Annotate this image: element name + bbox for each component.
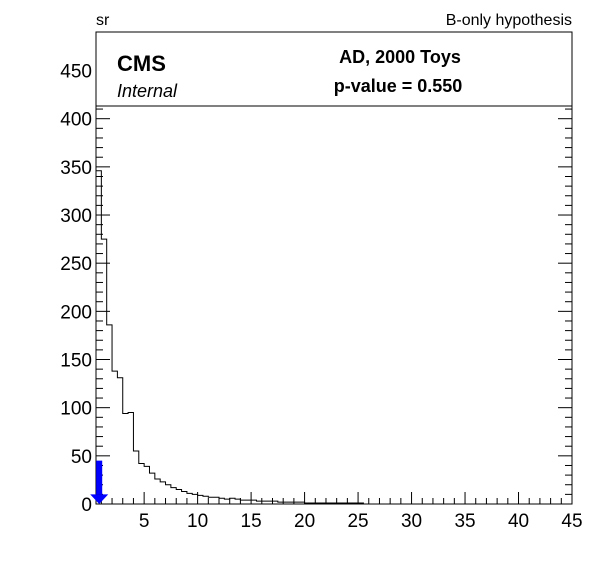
x-tick-label: 45 <box>561 511 582 532</box>
x-tick-label: 30 <box>401 511 422 532</box>
y-tick-label: 400 <box>60 110 92 131</box>
y-tick-label: 0 <box>81 495 92 516</box>
y-tick-label: 100 <box>60 399 92 420</box>
y-tick-label: 300 <box>60 206 92 227</box>
category-label: sr <box>96 12 110 29</box>
x-tick-label: 20 <box>294 511 315 532</box>
y-tick-labels: 0 50 100 150 200 250 300 350 400 450 <box>60 62 92 516</box>
y-tick-label: 200 <box>60 302 92 323</box>
histogram-bins <box>96 171 363 504</box>
histogram-outline <box>96 171 363 504</box>
arrow-head <box>90 494 108 504</box>
observed-value-arrow <box>90 461 108 504</box>
p-value-label: p-value = 0.550 <box>334 76 463 96</box>
x-tick-label: 15 <box>241 511 262 532</box>
y-tick-label: 50 <box>71 447 92 468</box>
x-tick-label: 35 <box>454 511 475 532</box>
hypothesis-label: B-only hypothesis <box>446 12 572 29</box>
y-tick-label: 450 <box>60 62 92 83</box>
status-label: Internal <box>117 81 178 101</box>
y-tick-label: 150 <box>60 351 92 372</box>
x-tick-label: 5 <box>139 511 150 532</box>
experiment-label: CMS <box>117 51 166 76</box>
y-tick-label: 350 <box>60 158 92 179</box>
toys-label: AD, 2000 Toys <box>339 47 461 67</box>
x-tick-label: 40 <box>508 511 529 532</box>
x-tick-label: 10 <box>187 511 208 532</box>
y-tick-label: 250 <box>60 254 92 275</box>
x-tick-label: 25 <box>347 511 368 532</box>
x-tick-labels: 5 10 15 20 25 30 35 40 45 <box>139 511 583 532</box>
